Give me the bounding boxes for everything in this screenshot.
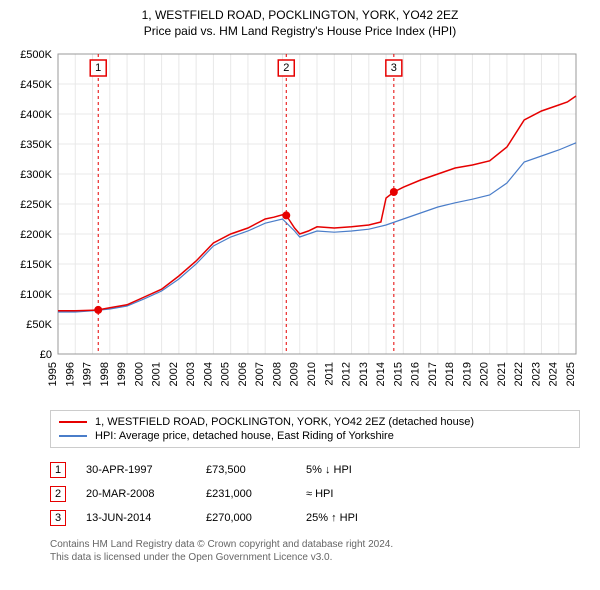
sale-row: 3 13-JUN-2014£270,00025% ↑ HPI bbox=[50, 506, 580, 530]
sale-comparison: 5% ↓ HPI bbox=[306, 464, 426, 476]
svg-text:£200K: £200K bbox=[20, 229, 52, 241]
svg-text:2020: 2020 bbox=[479, 362, 491, 386]
sale-marker-2: 2 bbox=[50, 486, 66, 502]
sale-marker-dot-2 bbox=[282, 211, 290, 219]
legend-label: HPI: Average price, detached house, East… bbox=[95, 430, 394, 442]
svg-text:2023: 2023 bbox=[530, 362, 542, 386]
svg-text:£350K: £350K bbox=[20, 139, 52, 151]
svg-text:2010: 2010 bbox=[306, 362, 318, 386]
sale-price: £231,000 bbox=[206, 488, 306, 500]
svg-text:3: 3 bbox=[391, 62, 397, 74]
svg-text:2005: 2005 bbox=[220, 362, 232, 386]
svg-text:2: 2 bbox=[283, 62, 289, 74]
svg-text:2022: 2022 bbox=[513, 362, 525, 386]
svg-text:2015: 2015 bbox=[392, 362, 404, 386]
sale-row: 2 20-MAR-2008£231,000≈ HPI bbox=[50, 482, 580, 506]
sale-price: £270,000 bbox=[206, 512, 306, 524]
chart-plot-area: £0 £50K £100K £150K £200K £250K £300K £350K £400… bbox=[10, 44, 590, 404]
svg-text:2017: 2017 bbox=[427, 362, 439, 386]
sale-row: 1 30-APR-1997£73,5005% ↓ HPI bbox=[50, 458, 580, 482]
svg-text:2001: 2001 bbox=[151, 362, 163, 386]
svg-text:1: 1 bbox=[95, 62, 101, 74]
footer-line-2: This data is licensed under the Open Gov… bbox=[50, 551, 580, 564]
chart-title: 1, WESTFIELD ROAD, POCKLINGTON, YORK, YO… bbox=[0, 0, 600, 22]
sale-marker-dot-3 bbox=[390, 188, 398, 196]
svg-text:2016: 2016 bbox=[410, 362, 422, 386]
sale-marker-1: 1 bbox=[50, 462, 66, 478]
sales-table: 1 30-APR-1997£73,5005% ↓ HPI 2 20-MAR-2008£… bbox=[50, 458, 580, 530]
svg-text:2024: 2024 bbox=[548, 362, 560, 386]
svg-text:£250K: £250K bbox=[20, 199, 52, 211]
sale-marker-dot-1 bbox=[94, 306, 102, 314]
chart-subtitle: Price paid vs. HM Land Registry's House … bbox=[0, 22, 600, 44]
svg-text:£0: £0 bbox=[40, 349, 52, 361]
svg-text:1999: 1999 bbox=[116, 362, 128, 386]
chart-legend: 1, WESTFIELD ROAD, POCKLINGTON, YORK, YO… bbox=[50, 410, 580, 448]
sale-date: 20-MAR-2008 bbox=[86, 488, 206, 500]
sale-date: 13-JUN-2014 bbox=[86, 512, 206, 524]
sale-price: £73,500 bbox=[206, 464, 306, 476]
svg-text:£500K: £500K bbox=[20, 49, 52, 61]
svg-text:2003: 2003 bbox=[185, 362, 197, 386]
svg-text:£400K: £400K bbox=[20, 109, 52, 121]
sale-marker-3: 3 bbox=[50, 510, 66, 526]
svg-text:1997: 1997 bbox=[82, 362, 94, 386]
svg-text:2006: 2006 bbox=[237, 362, 249, 386]
svg-text:£50K: £50K bbox=[26, 319, 52, 331]
svg-text:2007: 2007 bbox=[254, 362, 266, 386]
svg-text:£150K: £150K bbox=[20, 259, 52, 271]
svg-text:2009: 2009 bbox=[289, 362, 301, 386]
svg-text:2021: 2021 bbox=[496, 362, 508, 386]
legend-label: 1, WESTFIELD ROAD, POCKLINGTON, YORK, YO… bbox=[95, 416, 474, 428]
legend-swatch bbox=[59, 435, 87, 437]
svg-text:2019: 2019 bbox=[461, 362, 473, 386]
footer-attribution: Contains HM Land Registry data © Crown c… bbox=[50, 538, 580, 564]
svg-text:£450K: £450K bbox=[20, 79, 52, 91]
svg-text:2011: 2011 bbox=[323, 362, 335, 386]
svg-text:1998: 1998 bbox=[99, 362, 111, 386]
svg-text:2004: 2004 bbox=[202, 362, 214, 386]
svg-text:2012: 2012 bbox=[341, 362, 353, 386]
svg-text:2025: 2025 bbox=[565, 362, 577, 386]
legend-item: HPI: Average price, detached house, East… bbox=[59, 429, 571, 443]
svg-text:2014: 2014 bbox=[375, 362, 387, 386]
svg-text:1995: 1995 bbox=[47, 362, 59, 386]
sale-comparison: 25% ↑ HPI bbox=[306, 512, 426, 524]
svg-text:2013: 2013 bbox=[358, 362, 370, 386]
svg-text:2002: 2002 bbox=[168, 362, 180, 386]
legend-swatch bbox=[59, 421, 87, 423]
chart-container: 1, WESTFIELD ROAD, POCKLINGTON, YORK, YO… bbox=[0, 0, 600, 590]
footer-line-1: Contains HM Land Registry data © Crown c… bbox=[50, 538, 580, 551]
svg-text:1996: 1996 bbox=[64, 362, 76, 386]
svg-text:£100K: £100K bbox=[20, 289, 52, 301]
chart-svg: £0 £50K £100K £150K £200K £250K £300K £350K £400… bbox=[10, 44, 590, 404]
sale-date: 30-APR-1997 bbox=[86, 464, 206, 476]
svg-text:£300K: £300K bbox=[20, 169, 52, 181]
sale-comparison: ≈ HPI bbox=[306, 488, 426, 500]
svg-text:2018: 2018 bbox=[444, 362, 456, 386]
svg-text:2008: 2008 bbox=[271, 362, 283, 386]
svg-text:2000: 2000 bbox=[133, 362, 145, 386]
legend-item: 1, WESTFIELD ROAD, POCKLINGTON, YORK, YO… bbox=[59, 415, 571, 429]
